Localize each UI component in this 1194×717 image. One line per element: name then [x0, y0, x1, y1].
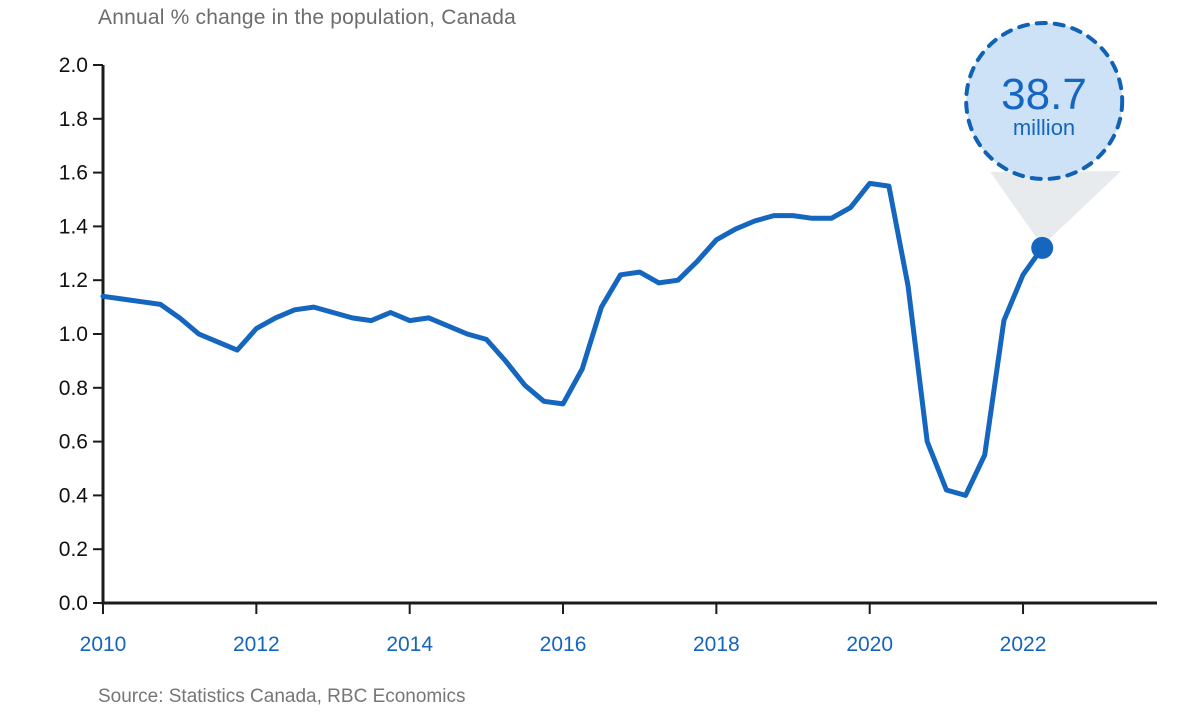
- y-tick-label: 0.0: [59, 592, 88, 615]
- callout-bubble: [964, 21, 1125, 181]
- callout-value: 38.7: [1001, 70, 1087, 119]
- y-tick-label: 1.8: [59, 108, 88, 131]
- y-tick-label: 1.4: [59, 215, 89, 238]
- population-line-layer: [100, 180, 1045, 498]
- axes: 0.0 0.2 0.4 0.6 0.8 1.0 1.2 1.4 1.6 1.8 2.0 2010 201…: [59, 54, 1157, 656]
- x-tick-label: 2012: [233, 633, 280, 656]
- callout-unit: million: [1013, 115, 1075, 140]
- x-tick-label: 2020: [846, 633, 893, 656]
- x-tick-label: 2022: [1000, 633, 1047, 656]
- y-tick-label: 1.6: [59, 162, 88, 185]
- x-tick-label: 2014: [386, 633, 433, 656]
- callout: 38.7 million: [964, 21, 1125, 259]
- population-line: [100, 180, 1045, 498]
- source-note: Source: Statistics Canada, RBC Economics: [98, 686, 466, 707]
- y-tick-label: 0.2: [59, 538, 88, 561]
- chart-title: Annual % change in the population, Canad…: [98, 6, 517, 29]
- y-tick-label: 2.0: [59, 54, 88, 77]
- x-tick-label: 2018: [693, 633, 740, 656]
- line-end-marker-dot: [1031, 236, 1054, 259]
- x-tick-label: 2010: [80, 633, 127, 656]
- y-tick-label: 0.8: [59, 377, 88, 400]
- y-tick-label: 1.2: [59, 269, 88, 292]
- y-tick-label: 1.0: [59, 323, 88, 346]
- y-tick-label: 0.4: [59, 484, 89, 507]
- y-tick-label: 0.6: [59, 431, 88, 454]
- x-tick-label: 2016: [540, 633, 587, 656]
- callout-pointer-cone: [990, 171, 1122, 246]
